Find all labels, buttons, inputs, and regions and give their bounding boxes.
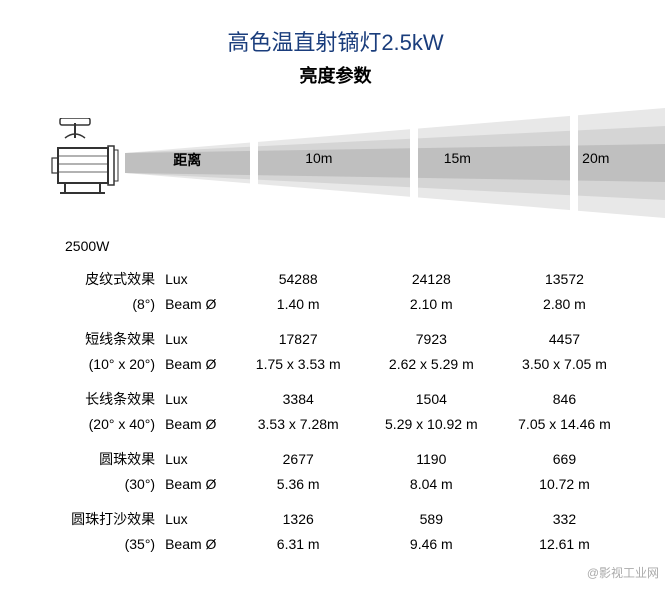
metric-label: Beam Ø: [165, 474, 232, 495]
effect-row: 短线条效果 Lux 17827 7923 4457 (10° x 20°) Be…: [60, 329, 631, 375]
page-title: 高色温直射镝灯2.5kW: [20, 25, 651, 57]
beam-value: 12.61 m: [498, 534, 631, 555]
beam-value: 2.80 m: [498, 294, 631, 315]
beam-value: 10.72 m: [498, 474, 631, 495]
metric-label: Lux: [165, 389, 232, 410]
effect-name: 短线条效果: [60, 329, 165, 350]
lux-value: 13572: [498, 269, 631, 290]
beam-value: 7.05 x 14.46 m: [498, 414, 631, 435]
effect-name: 圆珠效果: [60, 449, 165, 470]
beam-value: 6.31 m: [232, 534, 365, 555]
lux-value: 332: [498, 509, 631, 530]
lux-value: 1504: [365, 389, 498, 410]
lux-value: 589: [365, 509, 498, 530]
effect-name: 长线条效果: [60, 389, 165, 410]
beam-value: 5.36 m: [232, 474, 365, 495]
metric-label: Lux: [165, 449, 232, 470]
lux-value: 669: [498, 449, 631, 470]
distance-header: 距离: [125, 150, 250, 170]
lux-value: 846: [498, 389, 631, 410]
watermark-text: @影视工业网: [587, 564, 659, 581]
beam-value: 2.10 m: [365, 294, 498, 315]
distance-value: 10m: [250, 150, 388, 170]
fixture-icon: [50, 118, 125, 198]
lux-value: 2677: [232, 449, 365, 470]
beam-value: 9.46 m: [365, 534, 498, 555]
lux-value: 1326: [232, 509, 365, 530]
beam-value: 5.29 x 10.92 m: [365, 414, 498, 435]
effect-name: 圆珠打沙效果: [60, 509, 165, 530]
metric-label: Lux: [165, 509, 232, 530]
luminance-table: 皮纹式效果 Lux 54288 24128 13572 (8°) Beam Ø …: [60, 269, 631, 555]
metric-label: Beam Ø: [165, 294, 232, 315]
metric-label: Beam Ø: [165, 534, 232, 555]
metric-label: Beam Ø: [165, 354, 232, 375]
beam-diagram: 距离 10m 15m 20m: [50, 108, 631, 228]
distance-labels: 距离 10m 15m 20m: [125, 150, 665, 170]
distance-value: 15m: [388, 150, 526, 170]
beam-value: 3.53 x 7.28m: [232, 414, 365, 435]
effect-angle: (8°): [60, 294, 165, 315]
beam-value: 1.40 m: [232, 294, 365, 315]
effect-angle: (20° x 40°): [60, 414, 165, 435]
lux-value: 3384: [232, 389, 365, 410]
beam-value: 8.04 m: [365, 474, 498, 495]
metric-label: Lux: [165, 329, 232, 350]
lux-value: 7923: [365, 329, 498, 350]
effect-angle: (30°): [60, 474, 165, 495]
distance-value: 20m: [527, 150, 665, 170]
effect-angle: (10° x 20°): [60, 354, 165, 375]
lux-value: 4457: [498, 329, 631, 350]
page-subtitle: 亮度参数: [20, 62, 651, 88]
effect-angle: (35°): [60, 534, 165, 555]
beam-value: 2.62 x 5.29 m: [365, 354, 498, 375]
wattage-label: 2500W: [65, 238, 651, 254]
effect-row: 圆珠打沙效果 Lux 1326 589 332 (35°) Beam Ø 6.3…: [60, 509, 631, 555]
effect-name: 皮纹式效果: [60, 269, 165, 290]
beam-value: 1.75 x 3.53 m: [232, 354, 365, 375]
lux-value: 54288: [232, 269, 365, 290]
metric-label: Beam Ø: [165, 414, 232, 435]
lux-value: 1190: [365, 449, 498, 470]
metric-label: Lux: [165, 269, 232, 290]
effect-row: 圆珠效果 Lux 2677 1190 669 (30°) Beam Ø 5.36…: [60, 449, 631, 495]
effect-row: 皮纹式效果 Lux 54288 24128 13572 (8°) Beam Ø …: [60, 269, 631, 315]
lux-value: 17827: [232, 329, 365, 350]
beam-value: 3.50 x 7.05 m: [498, 354, 631, 375]
lux-value: 24128: [365, 269, 498, 290]
effect-row: 长线条效果 Lux 3384 1504 846 (20° x 40°) Beam…: [60, 389, 631, 435]
